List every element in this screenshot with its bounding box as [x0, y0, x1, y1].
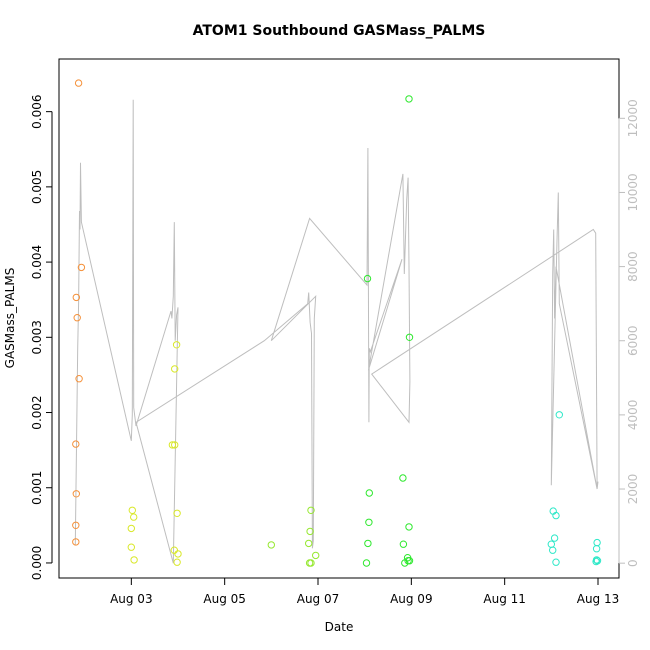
y2-tick-label: 12000	[626, 99, 640, 137]
data-point	[549, 546, 557, 554]
data-point	[127, 543, 136, 551]
x-tick-label: Aug 13	[577, 592, 620, 606]
data-point	[170, 546, 179, 554]
x-axis: Aug 03 Aug 05 Aug 07 Aug 09 Aug 11 Aug 13	[110, 577, 620, 606]
data-point	[399, 474, 407, 482]
data-point	[547, 540, 555, 548]
data-point	[72, 538, 80, 546]
y2-tick-label: 4000	[626, 400, 640, 431]
data-point	[172, 341, 181, 349]
y-tick-label: 0.001	[30, 471, 44, 505]
data-point	[405, 95, 413, 103]
data-point	[399, 540, 408, 548]
data-point	[173, 509, 181, 517]
x-tick-label: Aug 03	[110, 592, 153, 606]
data-point	[306, 527, 314, 536]
data-point	[365, 518, 373, 526]
y-tick-label: 0.002	[30, 395, 44, 429]
data-point	[365, 489, 373, 497]
y-axis-label: GASMass_PALMS	[3, 268, 17, 369]
data-point	[174, 550, 182, 558]
data-point	[592, 545, 601, 553]
x-axis-label: Date	[325, 620, 354, 634]
plot-frame	[58, 58, 620, 579]
data-point	[593, 557, 602, 565]
y-tick-label: 0.005	[30, 170, 44, 204]
data-point	[130, 513, 138, 521]
y2-tick-label: 8000	[626, 251, 640, 282]
y-axis-left: 0.000 0.001 0.002 0.003 0.004 0.005 0.006	[30, 94, 53, 580]
x-tick-label: Aug 05	[203, 592, 246, 606]
data-point	[72, 490, 81, 498]
data-point	[401, 559, 409, 567]
data-point	[552, 511, 560, 520]
data-point	[74, 79, 83, 87]
data-point	[267, 541, 275, 549]
data-point	[171, 365, 179, 373]
y-tick-label: 0.004	[30, 245, 44, 279]
data-point	[72, 521, 80, 529]
data-point	[168, 441, 177, 449]
data-point	[593, 538, 601, 547]
x-tick-label: Aug 09	[390, 592, 433, 606]
data-point	[305, 539, 313, 548]
y-axis-right: 0 2000 4000 6000 8000 10000 12000	[618, 99, 640, 567]
altitude-line	[74, 99, 599, 564]
data-point	[77, 263, 86, 272]
data-point	[307, 559, 315, 567]
data-point	[362, 559, 371, 567]
chart-title: ATOM1 Southbound GASMass_PALMS	[193, 23, 486, 39]
y-tick-label: 0.006	[30, 94, 44, 128]
data-point	[128, 506, 137, 514]
data-point	[173, 558, 181, 566]
data-point	[312, 551, 320, 560]
data-point	[405, 523, 413, 531]
data-point	[72, 293, 81, 302]
x-tick-label: Aug 11	[483, 592, 526, 606]
points-layer	[72, 79, 602, 567]
data-point	[592, 557, 600, 566]
data-point	[364, 539, 372, 548]
data-point	[73, 314, 81, 322]
data-point	[75, 375, 83, 383]
data-point	[127, 524, 136, 533]
data-point	[550, 534, 559, 542]
data-point	[552, 558, 560, 566]
y-tick-label: 0.000	[30, 546, 44, 580]
data-point	[363, 274, 372, 283]
data-point	[171, 441, 179, 449]
data-point	[307, 506, 315, 514]
y2-tick-label: 6000	[626, 325, 640, 356]
y-tick-label: 0.003	[30, 320, 44, 354]
x-tick-label: Aug 07	[297, 592, 340, 606]
y2-tick-label: 0	[626, 559, 640, 567]
data-point	[555, 411, 563, 419]
data-point	[72, 440, 80, 448]
y2-tick-label: 2000	[626, 474, 640, 505]
altitude-layer	[74, 99, 599, 564]
y2-tick-label: 10000	[626, 173, 640, 211]
data-point	[130, 556, 138, 564]
data-point	[405, 333, 414, 341]
